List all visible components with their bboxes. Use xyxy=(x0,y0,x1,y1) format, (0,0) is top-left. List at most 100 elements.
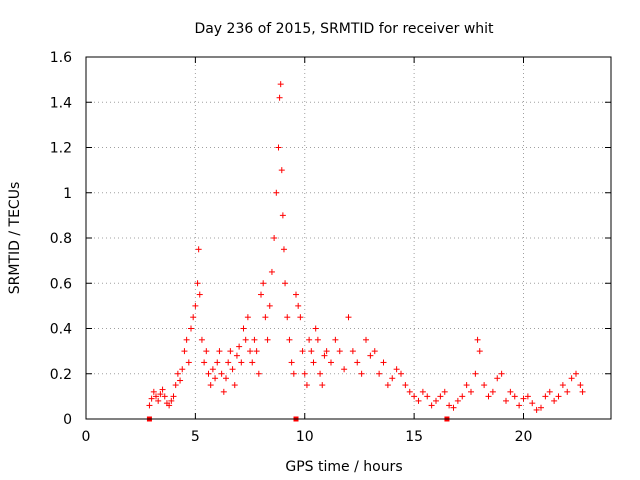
data-point xyxy=(282,280,289,287)
data-point xyxy=(406,388,413,395)
data-point xyxy=(227,348,234,355)
data-point xyxy=(341,366,348,373)
data-point xyxy=(280,246,287,253)
data-point xyxy=(284,314,291,321)
data-point xyxy=(279,212,286,219)
data-point xyxy=(411,393,418,400)
data-point xyxy=(384,382,391,389)
data-point xyxy=(419,388,426,395)
y-tick-label: 0.2 xyxy=(50,367,72,383)
y-tick-label: 1.4 xyxy=(50,95,72,111)
data-point xyxy=(293,291,299,298)
data-point xyxy=(249,359,256,366)
data-point xyxy=(185,359,192,366)
data-point xyxy=(268,268,275,275)
data-point xyxy=(415,397,422,404)
chart-title: Day 236 of 2015, SRMTID for receiver whi… xyxy=(194,21,494,37)
data-point xyxy=(278,167,285,174)
data-point xyxy=(437,393,444,400)
data-point xyxy=(155,397,162,404)
data-point xyxy=(288,359,295,366)
data-point xyxy=(314,336,321,343)
plot-frame xyxy=(85,56,612,420)
data-point xyxy=(192,302,199,309)
data-point xyxy=(321,352,328,359)
data-point xyxy=(367,352,374,359)
data-point xyxy=(450,404,457,411)
data-point xyxy=(524,393,531,400)
data-point xyxy=(266,302,273,309)
data-point xyxy=(233,352,240,359)
data-point xyxy=(317,370,324,377)
x-tick-label: 0 xyxy=(82,429,91,445)
data-point xyxy=(146,402,153,409)
data-point xyxy=(308,348,315,355)
data-point xyxy=(242,336,249,343)
data-point xyxy=(275,144,282,151)
x-tick-label: 15 xyxy=(405,429,423,445)
data-point xyxy=(223,375,229,382)
data-point xyxy=(363,336,369,343)
data-point xyxy=(240,325,247,332)
data-point xyxy=(196,291,203,298)
data-point xyxy=(520,395,527,402)
data-point xyxy=(295,302,302,309)
data-point xyxy=(166,402,173,409)
y-tick-label: 1 xyxy=(63,186,72,202)
data-point xyxy=(568,375,575,382)
data-point xyxy=(303,382,310,389)
x-tick-label: 10 xyxy=(296,429,314,445)
data-point xyxy=(433,397,439,404)
data-point xyxy=(236,343,243,350)
data-point xyxy=(209,366,216,373)
data-point xyxy=(336,348,343,355)
data-point xyxy=(494,375,501,382)
data-point xyxy=(247,348,254,355)
data-point xyxy=(312,325,319,332)
data-point xyxy=(231,382,238,389)
data-point xyxy=(507,388,514,395)
x-tick-label: 20 xyxy=(515,429,533,445)
data-point xyxy=(358,370,365,377)
data-point xyxy=(498,370,505,377)
y-tick-label: 0.8 xyxy=(50,231,72,247)
data-point xyxy=(238,359,245,366)
data-point xyxy=(538,404,544,411)
data-point xyxy=(559,382,566,389)
data-point xyxy=(212,375,219,382)
data-point xyxy=(349,348,356,355)
data-point xyxy=(161,393,168,400)
y-tick-label: 0.6 xyxy=(50,276,72,292)
data-point xyxy=(225,359,232,366)
data-point xyxy=(276,94,283,101)
y-tick-label: 0 xyxy=(63,412,72,428)
data-point xyxy=(441,388,448,395)
data-point xyxy=(286,336,293,343)
data-point xyxy=(150,388,157,395)
data-point xyxy=(476,348,483,355)
data-point xyxy=(216,348,223,355)
data-point xyxy=(489,388,496,395)
data-point xyxy=(201,359,208,366)
data-point xyxy=(258,291,264,298)
data-points xyxy=(146,81,586,422)
data-point xyxy=(229,366,236,373)
data-point xyxy=(260,280,267,287)
data-point xyxy=(485,393,492,400)
data-point xyxy=(203,348,210,355)
data-point xyxy=(273,189,280,196)
data-point xyxy=(533,406,540,413)
data-point xyxy=(168,397,175,404)
data-point xyxy=(190,314,197,321)
data-point xyxy=(177,377,184,384)
data-point xyxy=(328,359,334,366)
data-point xyxy=(542,393,549,400)
x-tick-label: 5 xyxy=(191,429,200,445)
data-point xyxy=(345,314,352,321)
data-point xyxy=(516,402,523,409)
y-tick-label: 0.4 xyxy=(50,322,72,338)
data-point xyxy=(220,388,227,395)
data-point xyxy=(310,359,317,366)
data-point xyxy=(332,336,339,343)
